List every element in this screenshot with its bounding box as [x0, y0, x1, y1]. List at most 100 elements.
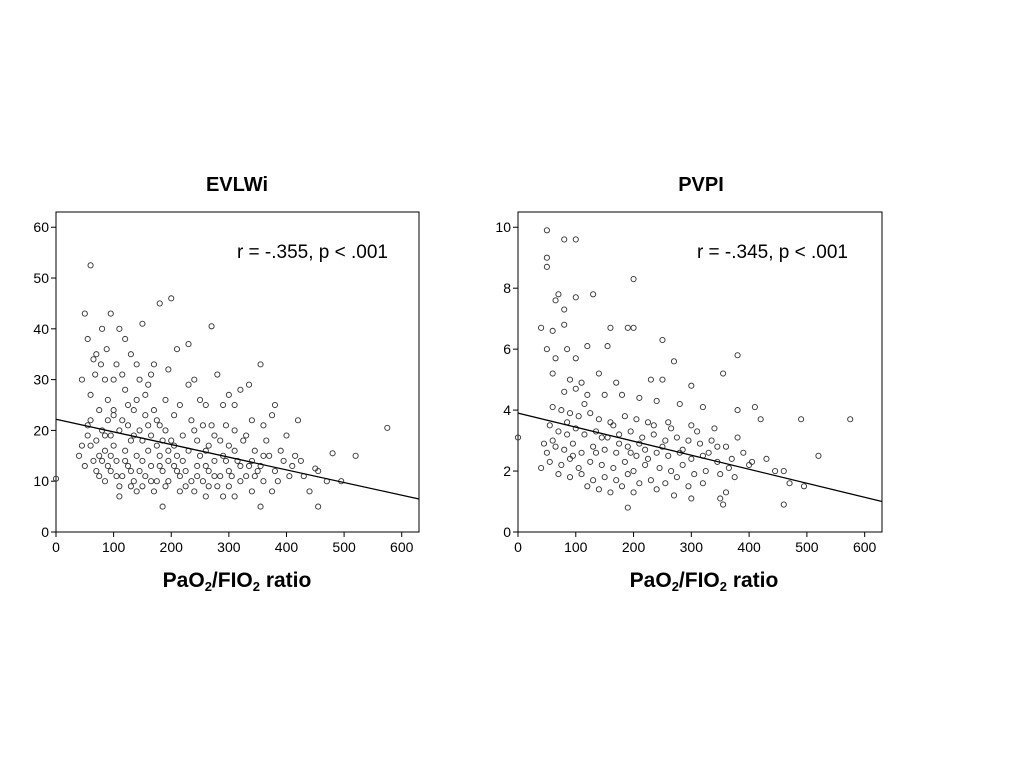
data-point [217, 473, 224, 480]
data-point [96, 473, 103, 480]
data-point [294, 417, 302, 424]
data-point [297, 457, 304, 464]
data-point [243, 432, 250, 439]
data-point [145, 422, 152, 429]
data-point [113, 361, 120, 368]
data-point [133, 452, 140, 459]
chart-title: EVLWi [205, 174, 269, 196]
data-point [116, 493, 123, 500]
data-point [116, 483, 123, 490]
data-point [159, 467, 166, 475]
data-point [202, 447, 209, 454]
data-point [173, 346, 181, 353]
data-point [257, 462, 264, 470]
data-point [205, 467, 212, 475]
x-tick-label: 0 [52, 539, 60, 555]
regression-line [55, 418, 420, 500]
data-point [165, 478, 172, 485]
data-point [101, 478, 109, 485]
data-point [139, 320, 146, 327]
data-point [148, 462, 155, 470]
data-point [225, 467, 232, 475]
data-point [78, 376, 85, 383]
x-tick-label: 600 [390, 539, 414, 555]
data-point [286, 473, 293, 480]
data-point [280, 457, 287, 464]
data-point [260, 422, 267, 429]
data-point [93, 437, 100, 444]
data-point [171, 412, 178, 419]
data-point [107, 432, 114, 439]
data-point [150, 407, 158, 414]
data-point [237, 386, 244, 393]
data-point [133, 361, 140, 368]
data-point [110, 442, 117, 449]
data-point [156, 300, 163, 307]
data-point [127, 467, 134, 475]
data-point [139, 457, 146, 464]
data-point [220, 493, 227, 500]
data-point [148, 371, 155, 378]
data-point [107, 467, 114, 475]
data-point [329, 450, 336, 457]
data-point [292, 452, 299, 459]
data-point [277, 447, 284, 454]
data-point [156, 422, 163, 429]
data-point [99, 457, 106, 464]
data-point [165, 366, 172, 373]
data-point [260, 478, 267, 485]
data-point [107, 452, 114, 459]
data-point [266, 452, 273, 459]
data-point [136, 467, 143, 475]
data-point [130, 478, 137, 485]
x-tick-label: 100 [102, 539, 126, 555]
data-point [243, 473, 250, 480]
data-point [110, 407, 117, 414]
data-point [191, 376, 198, 383]
data-point [208, 323, 215, 330]
data-point [271, 467, 279, 475]
data-point [136, 376, 143, 383]
data-point [384, 424, 391, 431]
data-point [222, 457, 230, 464]
data-point [96, 407, 103, 414]
data-point [90, 457, 97, 464]
data-point [90, 356, 97, 363]
data-point [122, 447, 129, 454]
data-point [237, 462, 244, 470]
data-point [274, 478, 281, 485]
data-point [173, 467, 181, 475]
data-point [251, 447, 258, 454]
data-point [185, 381, 192, 388]
data-point [202, 401, 209, 409]
data-point [81, 310, 88, 317]
data-point [84, 335, 91, 343]
data-point [231, 493, 238, 500]
y-tick-label: 20 [33, 422, 49, 438]
data-point [231, 447, 238, 454]
x-axis-label: PaO2/FIO2 ratio [629, 569, 779, 594]
data-point [199, 478, 206, 485]
data-point [228, 473, 235, 480]
data-point [289, 462, 296, 470]
data-point [148, 432, 155, 439]
data-point [153, 442, 160, 449]
data-point [150, 361, 158, 368]
data-point [165, 457, 172, 464]
data-point [122, 457, 129, 464]
data-point [194, 473, 201, 480]
data-point [205, 442, 212, 449]
data-point [202, 462, 209, 470]
data-point [104, 396, 111, 403]
data-point [142, 391, 149, 398]
data-point [182, 467, 189, 475]
data-point [182, 483, 189, 490]
data-point [156, 462, 163, 470]
data-point [211, 432, 218, 439]
data-point [211, 473, 218, 480]
data-point [234, 457, 241, 464]
data-point [139, 483, 146, 490]
data-point [191, 427, 198, 434]
data-point [122, 386, 129, 393]
